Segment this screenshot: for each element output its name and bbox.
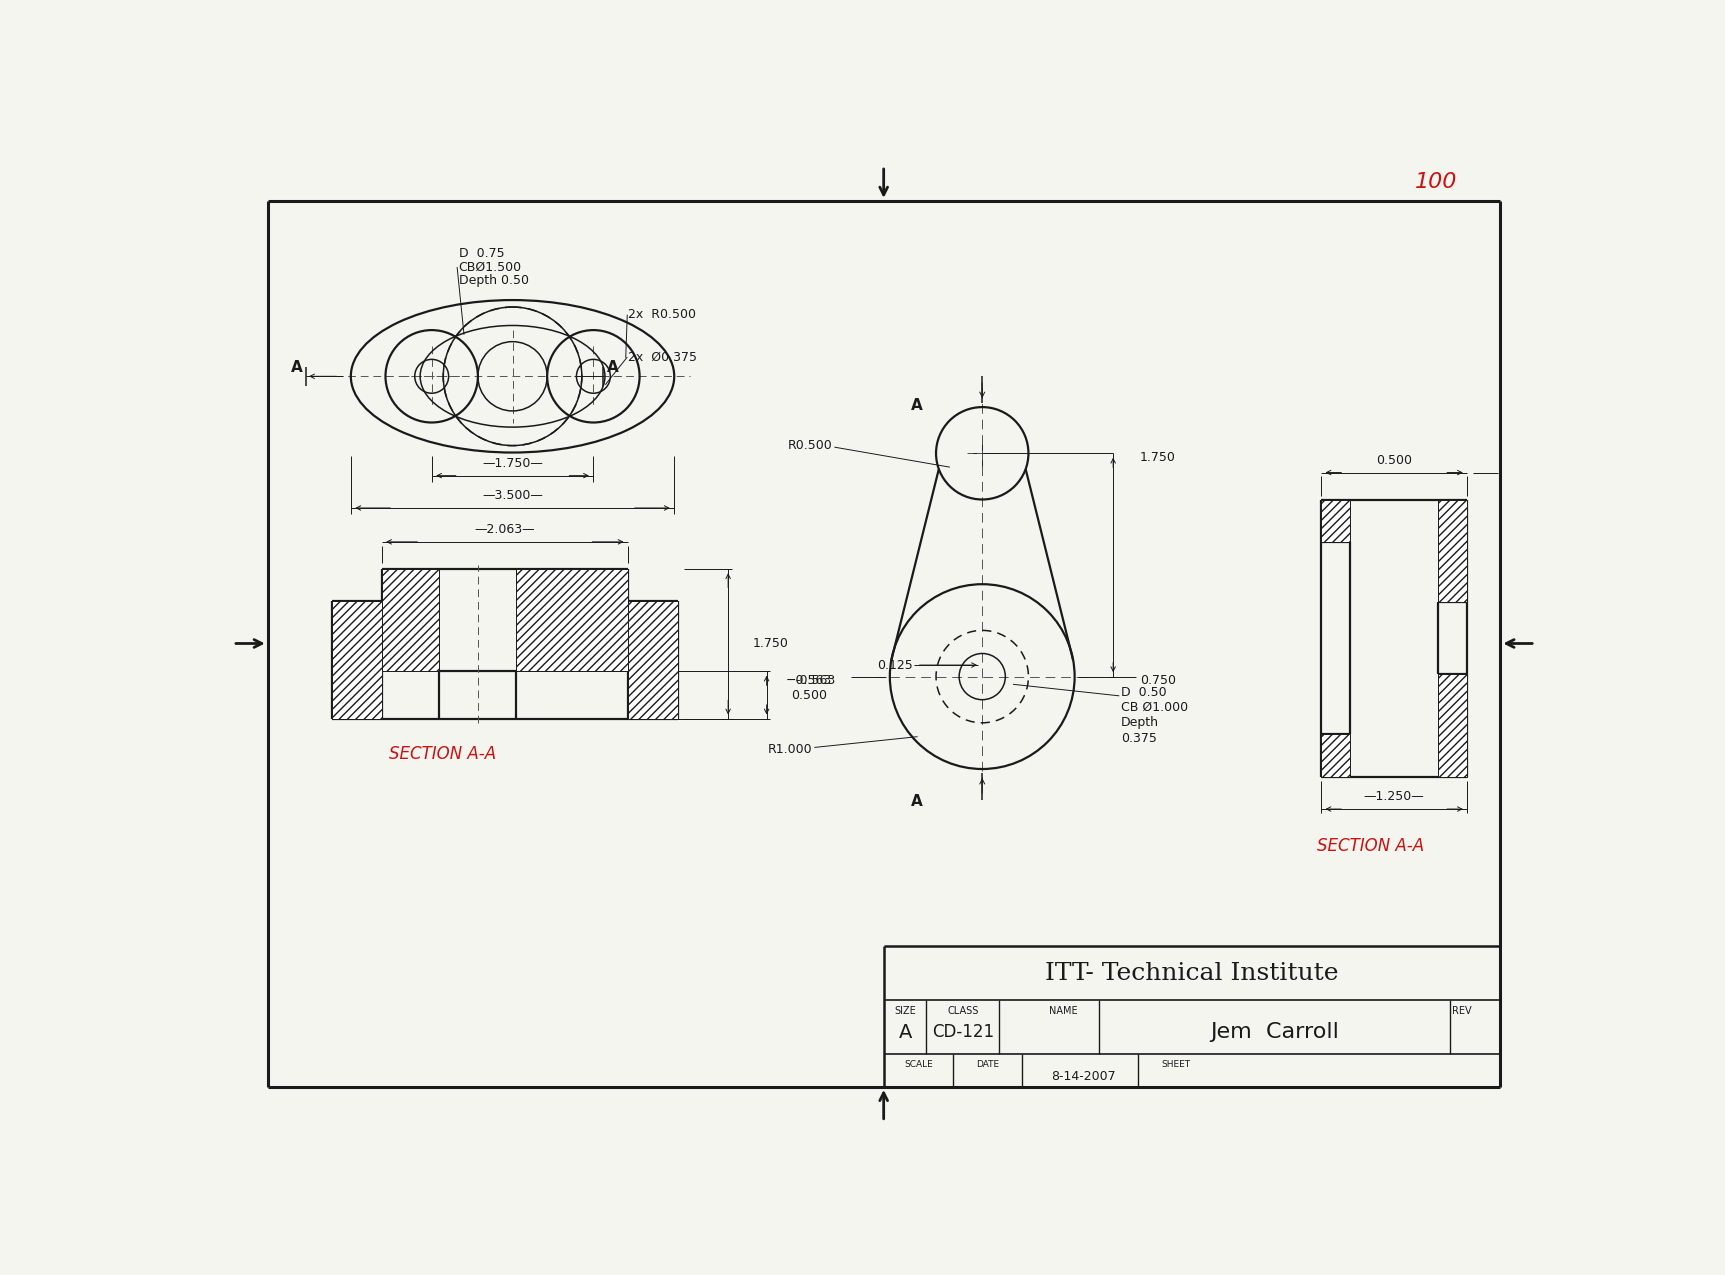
Text: A: A — [911, 794, 923, 808]
Polygon shape — [1321, 500, 1351, 542]
Text: NAME: NAME — [1049, 1006, 1078, 1016]
Text: CBØ1.500: CBØ1.500 — [459, 260, 521, 273]
Text: Jem  Carroll: Jem Carroll — [1211, 1023, 1339, 1043]
Text: REV: REV — [1452, 1006, 1471, 1016]
Text: —2.063—: —2.063— — [474, 523, 535, 536]
Text: A: A — [292, 360, 304, 375]
Text: 0.500: 0.500 — [1377, 454, 1413, 467]
Text: Depth 0.50: Depth 0.50 — [459, 274, 528, 287]
Text: SECTION A-A: SECTION A-A — [1318, 836, 1425, 856]
Text: —1.750—: —1.750— — [481, 456, 543, 469]
Text: 2x  R0.500: 2x R0.500 — [628, 309, 697, 321]
Text: ITT- Technical Institute: ITT- Technical Institute — [1045, 961, 1339, 984]
Text: 1.750: 1.750 — [1140, 450, 1176, 464]
Text: D  0.75: D 0.75 — [459, 246, 504, 260]
Text: 2x  Ø0.375: 2x Ø0.375 — [628, 351, 697, 363]
Text: D  0.50: D 0.50 — [1121, 686, 1166, 699]
Text: CD-121: CD-121 — [932, 1024, 994, 1042]
Text: 100: 100 — [1414, 172, 1458, 193]
Text: 0.375: 0.375 — [1121, 732, 1157, 745]
Text: DATE: DATE — [976, 1060, 999, 1068]
Text: −0.563: −0.563 — [787, 674, 831, 687]
Text: 0.125: 0.125 — [878, 659, 913, 672]
Text: 8-14-2007: 8-14-2007 — [1052, 1071, 1116, 1084]
Text: —1.250—: —1.250— — [1364, 790, 1425, 803]
Text: CLASS: CLASS — [947, 1006, 978, 1016]
Text: R0.500: R0.500 — [787, 439, 831, 453]
Text: Depth: Depth — [1121, 717, 1159, 729]
Polygon shape — [1321, 734, 1351, 776]
Text: SCALE: SCALE — [904, 1060, 933, 1068]
Polygon shape — [516, 569, 628, 671]
Polygon shape — [381, 569, 440, 671]
Text: 1.750: 1.750 — [752, 638, 788, 650]
Text: -0.563: -0.563 — [795, 674, 837, 687]
Polygon shape — [1439, 500, 1468, 602]
Polygon shape — [331, 601, 381, 719]
Text: CB Ø1.000: CB Ø1.000 — [1121, 701, 1189, 714]
Polygon shape — [628, 601, 678, 719]
Text: A: A — [911, 398, 923, 413]
Text: —3.500—: —3.500— — [481, 490, 543, 502]
Text: R1.000: R1.000 — [768, 743, 812, 756]
Text: 0.500: 0.500 — [792, 688, 828, 701]
Text: SIZE: SIZE — [894, 1006, 916, 1016]
Text: A: A — [607, 360, 619, 375]
Text: SHEET: SHEET — [1161, 1060, 1190, 1068]
Text: A: A — [899, 1023, 913, 1042]
Text: 0.750: 0.750 — [1140, 674, 1176, 687]
Text: SECTION A-A: SECTION A-A — [390, 745, 497, 762]
Polygon shape — [1439, 673, 1468, 776]
